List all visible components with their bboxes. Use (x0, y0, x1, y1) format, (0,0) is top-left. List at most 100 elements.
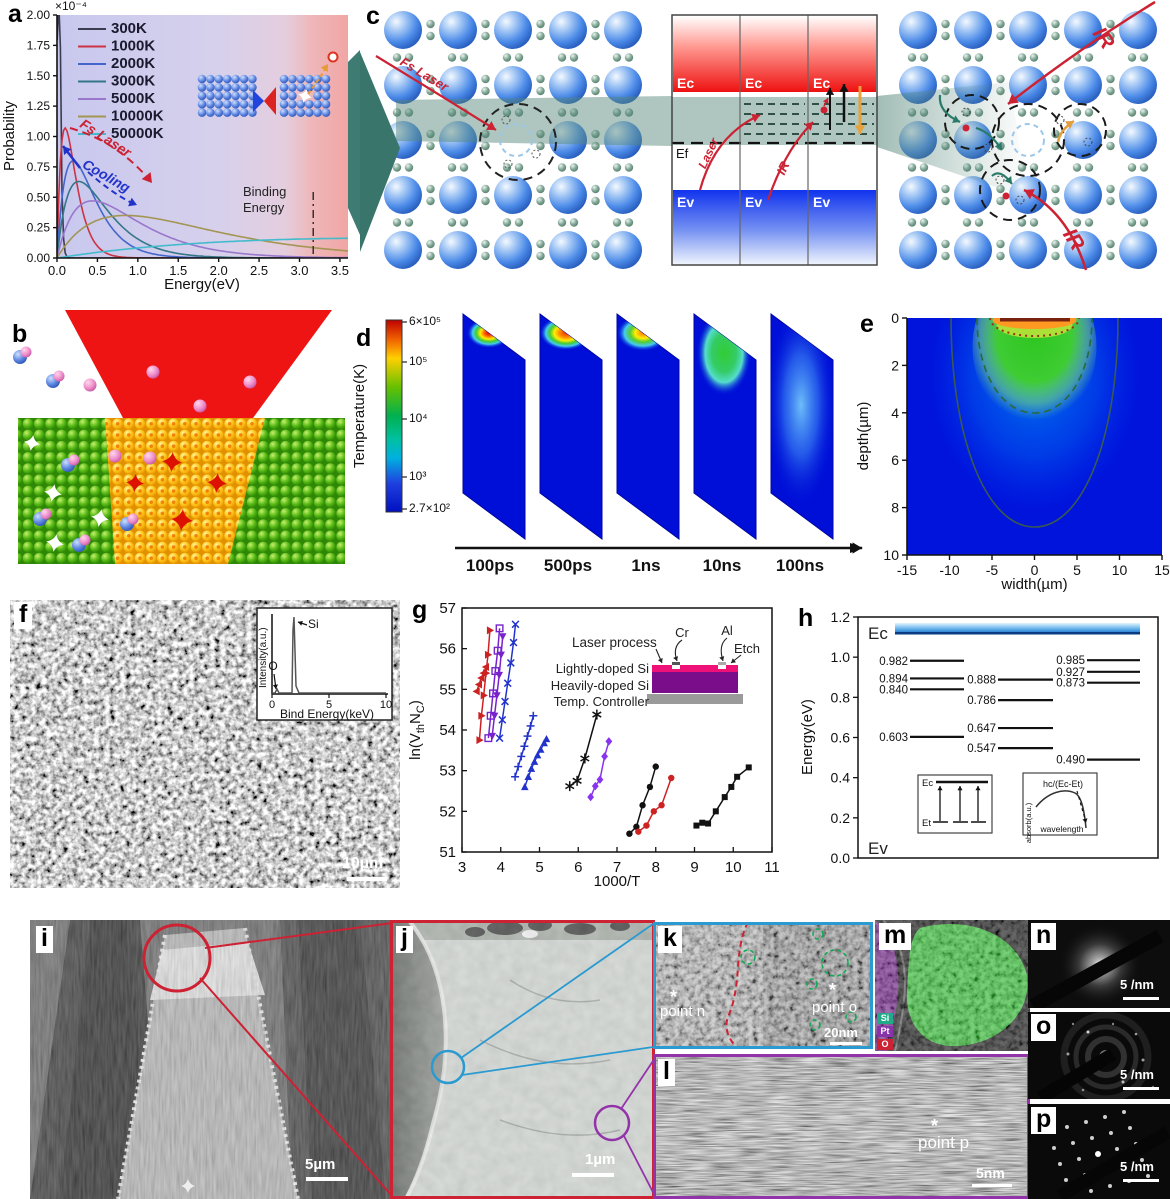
panel-m-eds-map (875, 920, 1030, 1051)
svg-text:1.0: 1.0 (831, 649, 851, 665)
svg-text:hc/(Ec-Et): hc/(Ec-Et) (1043, 779, 1083, 789)
svg-text:10⁵: 10⁵ (409, 354, 427, 368)
svg-text:6: 6 (891, 452, 899, 468)
svg-text:Binding: Binding (243, 184, 286, 199)
svg-text:Ec: Ec (677, 75, 694, 91)
svg-text:100ns: 100ns (776, 556, 824, 575)
svg-text:10000K: 10000K (111, 108, 164, 125)
svg-text:0: 0 (1031, 562, 1039, 578)
panel-label-e: e (860, 310, 874, 338)
panel-b-laser-lattice-illustration (0, 295, 345, 585)
svg-text:10ns: 10ns (703, 556, 742, 575)
svg-text:0.603: 0.603 (879, 732, 908, 744)
panel-l-lattice-fringes (653, 1054, 1030, 1199)
scalebar-p-label: 5 /nm (1120, 1159, 1154, 1174)
scalebar-k (830, 1042, 862, 1045)
svg-text:-15: -15 (897, 562, 917, 578)
svg-text:Heavily-doped Si: Heavily-doped Si (551, 678, 649, 693)
point-o-label: point o (812, 999, 858, 1016)
svg-text:1.50: 1.50 (27, 69, 51, 83)
svg-text:11: 11 (764, 859, 780, 876)
svg-text:Ev: Ev (677, 194, 694, 210)
scalebar-j-label: 1µm (585, 1151, 616, 1168)
scalebar-k-label: 20nm (824, 1025, 858, 1040)
svg-text:Lightly-doped Si: Lightly-doped Si (556, 661, 649, 676)
svg-text:Ev: Ev (868, 839, 888, 858)
panel-label-n: n (1031, 923, 1057, 950)
svg-text:2: 2 (891, 357, 899, 373)
svg-text:0.985: 0.985 (1056, 655, 1085, 667)
svg-text:9: 9 (690, 859, 698, 876)
svg-text:absorb(a.u.): absorb(a.u.) (1024, 802, 1033, 843)
svg-text:10: 10 (883, 547, 899, 563)
scalebar-l (972, 1184, 1012, 1187)
svg-text:6×10⁵: 6×10⁵ (409, 314, 441, 328)
svg-text:Energy(eV): Energy(eV) (799, 699, 816, 775)
svg-text:8: 8 (891, 500, 899, 516)
svg-text:Al: Al (721, 623, 733, 638)
svg-text:Energy: Energy (243, 200, 285, 215)
svg-text:10³: 10³ (409, 469, 426, 483)
svg-text:0.873: 0.873 (1056, 678, 1085, 690)
panel-f-sem-image: Intensity(a.u.) 0 5 10 Bind Energy(keV) Si O (10, 600, 400, 888)
svg-text:Temperature(K): Temperature(K) (351, 364, 368, 468)
panel-label-j: j (396, 926, 413, 953)
point-p-marker: * (931, 1116, 939, 1136)
scalebar-f-label: 10µm (342, 855, 384, 872)
svg-text:300K: 300K (111, 20, 147, 37)
point-o-marker: * (829, 980, 837, 1000)
svg-text:3.5: 3.5 (331, 263, 349, 278)
svg-text:0.6: 0.6 (831, 730, 851, 746)
svg-text:Ev: Ev (745, 194, 762, 210)
svg-text:0.50: 0.50 (27, 190, 51, 204)
panel-label-g: g (412, 596, 428, 624)
panel-label-p: p (1031, 1107, 1057, 1134)
svg-text:2.7×10²: 2.7×10² (409, 501, 450, 515)
panel-label-d: d (356, 324, 372, 352)
eds-legend-o: O (877, 1039, 893, 1050)
scalebar-o (1123, 1087, 1159, 1090)
svg-text:0.647: 0.647 (967, 723, 996, 735)
eds-legend-pt: Pt (877, 1026, 893, 1037)
svg-text:1.0: 1.0 (129, 263, 147, 278)
scalebar-n-label: 5 /nm (1120, 977, 1154, 992)
svg-text:Ec: Ec (922, 778, 933, 789)
svg-text:0.786: 0.786 (967, 695, 996, 707)
scalebar-j (572, 1173, 614, 1177)
svg-text:O: O (268, 659, 277, 673)
svg-text:ln(VthNC): ln(VthNC) (407, 700, 427, 760)
svg-text:0.0: 0.0 (48, 263, 66, 278)
svg-text:2000K: 2000K (111, 55, 155, 72)
svg-text:Et: Et (922, 818, 931, 829)
svg-text:Energy(eV): Energy(eV) (164, 276, 240, 293)
panel-label-h: h (798, 604, 814, 632)
scalebar-n (1123, 997, 1159, 1000)
svg-text:7: 7 (613, 859, 621, 876)
svg-text:0.0: 0.0 (831, 850, 851, 866)
svg-text:Laser process: Laser process (572, 635, 657, 650)
svg-text:54: 54 (439, 722, 456, 739)
scalebar-i (306, 1177, 348, 1181)
scalebar-f (347, 877, 387, 881)
scalebar-i-label: 5µm (305, 1156, 336, 1173)
svg-text:10: 10 (725, 859, 742, 876)
svg-text:1.00: 1.00 (27, 130, 51, 144)
svg-text:55: 55 (439, 681, 456, 698)
svg-text:-10: -10 (939, 562, 959, 578)
svg-text:52: 52 (439, 803, 456, 820)
panel-label-o: o (1031, 1014, 1057, 1041)
svg-text:Intensity(a.u.): Intensity(a.u.) (258, 627, 269, 688)
svg-text:wavelength: wavelength (1039, 824, 1083, 834)
scalebar-p (1123, 1179, 1159, 1182)
svg-text:5: 5 (326, 699, 332, 711)
svg-text:Temp. Controller: Temp. Controller (554, 694, 650, 709)
svg-text:Ec: Ec (813, 75, 830, 91)
svg-text:5: 5 (1073, 562, 1081, 578)
svg-text:5: 5 (535, 859, 543, 876)
panel-g-arrhenius-chart: 57 56 55 54 53 52 51 3 4 5 6 7 8 9 10 11 ln(VthNC) 1000/T… (400, 595, 790, 890)
point-n-label: point n (660, 1003, 706, 1020)
panel-label-a: a (8, 0, 22, 28)
svg-text:6: 6 (574, 859, 582, 876)
panel-k-hrtem (653, 922, 873, 1049)
